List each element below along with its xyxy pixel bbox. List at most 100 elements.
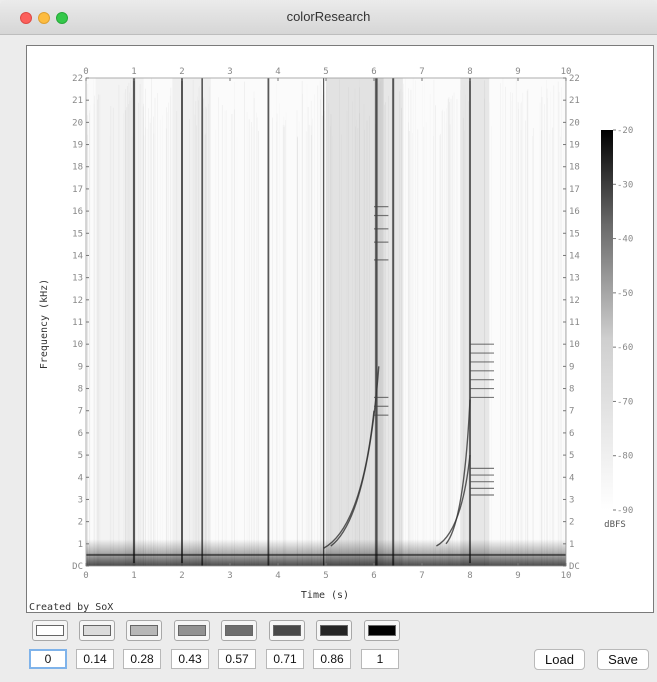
colorbar-tick-label: -20 xyxy=(617,126,633,136)
palette-value-field-3[interactable]: 0.43 xyxy=(171,649,209,669)
y-tick-label-right: 2 xyxy=(569,518,574,528)
colorbar-tick-label: -50 xyxy=(617,289,633,299)
y-tick-label-right: 21 xyxy=(569,96,580,106)
y-tick-label-left: 16 xyxy=(72,207,83,217)
colorbar-gradient xyxy=(601,130,613,510)
save-button[interactable]: Save xyxy=(597,649,649,670)
x-tick-label-bottom: 10 xyxy=(561,571,572,581)
y-tick-label-right: 10 xyxy=(569,340,580,350)
title-bar: colorResearch xyxy=(0,0,657,35)
y-tick-label-right: 17 xyxy=(569,185,580,195)
zoom-window-button[interactable] xyxy=(56,12,68,24)
y-tick-label-left: 10 xyxy=(72,340,83,350)
y-tick-label-right: 12 xyxy=(569,296,580,306)
chirp-curve xyxy=(445,399,471,545)
color-swatch-6[interactable] xyxy=(316,620,352,641)
credit-text: Created by SoX xyxy=(29,602,113,612)
y-tick-label-right: 6 xyxy=(569,429,574,439)
colorbar-tick-label: -70 xyxy=(617,397,633,407)
color-swatch-fill xyxy=(273,625,301,636)
color-swatch-7[interactable] xyxy=(364,620,400,641)
y-tick-label-right: 8 xyxy=(569,385,574,395)
energy-region xyxy=(374,78,403,566)
color-swatch-0[interactable] xyxy=(32,620,68,641)
color-swatch-1[interactable] xyxy=(79,620,115,641)
y-tick-label-right: 16 xyxy=(569,207,580,217)
x-tick-label-top: 1 xyxy=(131,67,136,77)
energy-region xyxy=(95,78,144,566)
colorbar-unit-label: dBFS xyxy=(604,520,626,530)
chirp-curve xyxy=(330,366,380,547)
load-button[interactable]: Load xyxy=(534,649,585,670)
y-tick-label-right: DC xyxy=(569,562,580,572)
palette-value-field-0[interactable]: 0 xyxy=(29,649,67,669)
y-tick-label-left: 17 xyxy=(72,185,83,195)
y-tick-label-right: 11 xyxy=(569,318,580,328)
low-frequency-band xyxy=(86,539,566,566)
y-tick-label-right: 22 xyxy=(569,74,580,84)
colorbar-tick-label: -80 xyxy=(617,452,633,462)
color-swatch-2[interactable] xyxy=(126,620,162,641)
y-tick-label-left: 3 xyxy=(78,495,83,505)
y-tick-label-right: 9 xyxy=(569,362,574,372)
color-swatch-fill xyxy=(83,625,111,636)
y-tick-label-left: 13 xyxy=(72,274,83,284)
y-tick-label-right: 4 xyxy=(569,473,574,483)
colorbar-tick-label: -60 xyxy=(617,343,633,353)
y-tick-label-left: 15 xyxy=(72,229,83,239)
x-tick-label-bottom: 2 xyxy=(179,571,184,581)
y-tick-label-left: 5 xyxy=(78,451,83,461)
palette-value-field-4[interactable]: 0.57 xyxy=(218,649,256,669)
x-tick-label-bottom: 3 xyxy=(227,571,232,581)
y-tick-label-left: 7 xyxy=(78,407,83,417)
y-tick-label-left: 9 xyxy=(78,362,83,372)
y-tick-label-left: 2 xyxy=(78,518,83,528)
x-tick-label-top: 6 xyxy=(371,67,376,77)
x-tick-label-top: 9 xyxy=(515,67,520,77)
y-tick-label-left: 18 xyxy=(72,163,83,173)
y-tick-label-right: 3 xyxy=(569,495,574,505)
palette-value-field-5[interactable]: 0.71 xyxy=(266,649,304,669)
color-swatch-fill xyxy=(225,625,253,636)
x-tick-label-bottom: 8 xyxy=(467,571,472,581)
color-swatch-3[interactable] xyxy=(174,620,210,641)
x-tick-label-top: 8 xyxy=(467,67,472,77)
y-tick-label-left: 22 xyxy=(72,74,83,84)
color-swatch-fill xyxy=(130,625,158,636)
y-tick-label-right: 7 xyxy=(569,407,574,417)
colorbar-tick-label: -90 xyxy=(617,506,633,516)
color-swatch-fill xyxy=(36,625,64,636)
x-tick-label-bottom: 1 xyxy=(131,571,136,581)
energy-region xyxy=(326,78,384,566)
y-tick-label-left: 11 xyxy=(72,318,83,328)
energy-region xyxy=(172,78,211,566)
y-tick-label-left: 12 xyxy=(72,296,83,306)
colorbar-tick-label: -40 xyxy=(617,235,633,245)
x-tick-label-bottom: 6 xyxy=(371,571,376,581)
x-tick-label-top: 4 xyxy=(275,67,280,77)
close-window-button[interactable] xyxy=(20,12,32,24)
y-tick-label-left: 14 xyxy=(72,251,83,261)
y-tick-label-right: 1 xyxy=(569,540,574,550)
color-swatch-5[interactable] xyxy=(269,620,305,641)
plot-background xyxy=(86,78,566,566)
x-tick-label-top: 3 xyxy=(227,67,232,77)
color-swatch-4[interactable] xyxy=(221,620,257,641)
minimize-window-button[interactable] xyxy=(38,12,50,24)
spectrogram-image: 0 0 1 1 2 2 3 3 4 4 5 5 6 6 7 7 8 8 9 9 10 10 DC DC 1 1 2 2 3 3 4 4 5 5 6 6… xyxy=(26,45,654,613)
y-tick-label-left: DC xyxy=(72,562,83,572)
y-tick-label-right: 14 xyxy=(569,251,580,261)
palette-value-field-6[interactable]: 0.86 xyxy=(313,649,351,669)
y-tick-label-right: 19 xyxy=(569,141,580,151)
colorbar-tick-label: -30 xyxy=(617,180,633,190)
palette-value-field-1[interactable]: 0.14 xyxy=(76,649,114,669)
palette-value-field-7[interactable]: 1 xyxy=(361,649,399,669)
x-axis-label: Time (s) xyxy=(301,590,349,601)
y-tick-label-left: 6 xyxy=(78,429,83,439)
y-tick-label-left: 1 xyxy=(78,540,83,550)
x-tick-label-top: 0 xyxy=(83,67,88,77)
palette-value-field-2[interactable]: 0.28 xyxy=(123,649,161,669)
